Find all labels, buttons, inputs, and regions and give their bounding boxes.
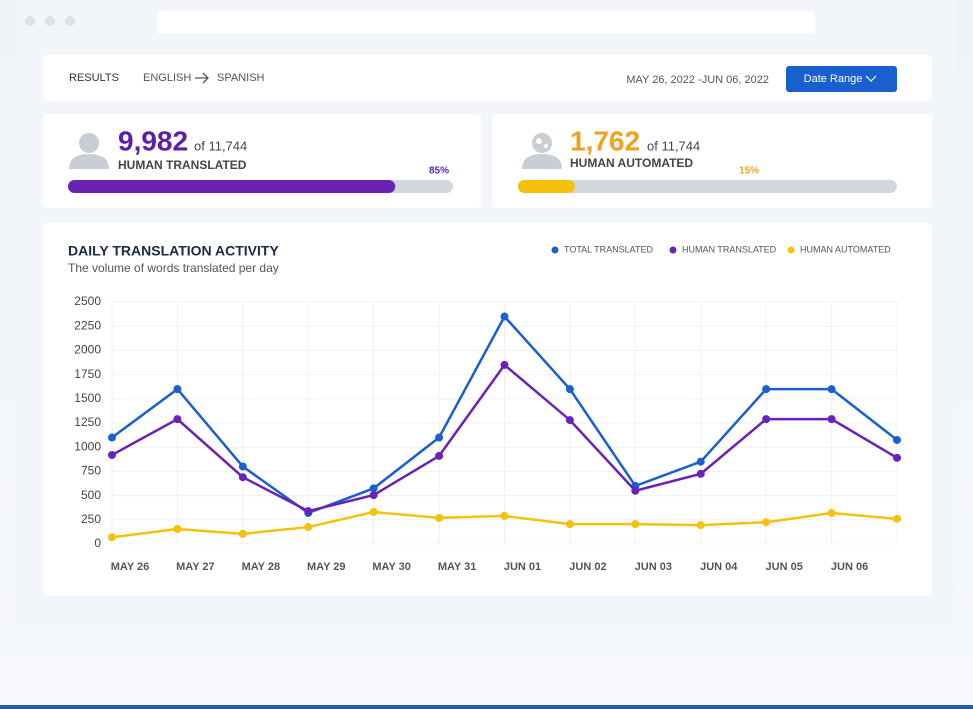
data-point xyxy=(173,415,182,424)
x-tick-label: MAY 27 xyxy=(176,561,215,573)
window-dot xyxy=(45,16,55,26)
arrow-icon xyxy=(195,72,209,84)
data-point xyxy=(369,484,378,493)
data-point xyxy=(173,524,182,533)
stat-label: HUMAN TRANSLATED xyxy=(118,158,247,172)
data-point xyxy=(108,450,116,459)
data-point xyxy=(238,473,247,482)
x-tick-label: MAY 30 xyxy=(372,561,411,573)
y-tick-label: 1250 xyxy=(74,415,101,429)
x-tick-label: JUN 02 xyxy=(569,561,606,573)
date-range-text: MAY 26, 2022 -JUN 06, 2022 xyxy=(626,74,769,86)
data-point xyxy=(696,469,705,478)
stat-total: of 11,744 xyxy=(647,138,700,153)
progress-fill xyxy=(68,180,396,193)
data-point xyxy=(631,486,640,495)
data-point xyxy=(173,385,182,394)
x-tick-label: JUN 06 xyxy=(831,561,868,573)
data-point xyxy=(304,523,313,532)
stat-percent: 85% xyxy=(429,166,449,177)
x-tick-label: MAY 31 xyxy=(438,561,477,573)
data-point xyxy=(762,415,771,424)
person-icon xyxy=(69,133,109,169)
data-point xyxy=(369,491,378,500)
y-tick-label: 2500 xyxy=(74,294,101,308)
address-bar xyxy=(157,11,815,34)
chart-subtitle: The volume of words translated per day xyxy=(68,261,279,275)
data-point xyxy=(369,508,378,517)
x-tick-label: MAY 26 xyxy=(111,561,150,573)
data-point xyxy=(565,416,574,425)
data-point xyxy=(108,533,116,542)
data-point xyxy=(893,435,901,444)
data-point xyxy=(500,360,509,369)
data-point xyxy=(827,509,836,518)
legend-marker xyxy=(551,246,559,254)
data-point xyxy=(893,514,901,523)
data-point xyxy=(631,520,640,529)
data-point xyxy=(500,312,509,321)
data-point xyxy=(500,511,509,520)
y-tick-label: 1750 xyxy=(74,367,101,381)
x-tick-label: JUN 01 xyxy=(504,561,541,573)
data-point xyxy=(238,462,247,471)
window-dot xyxy=(25,16,35,26)
stat-total: of 11,744 xyxy=(194,138,247,153)
data-point xyxy=(435,451,444,460)
y-tick-label: 1000 xyxy=(74,439,101,453)
legend-label: TOTAL TRANSLATED xyxy=(564,244,654,254)
window-dot xyxy=(65,16,75,26)
date-range-button-label[interactable]: Date Range xyxy=(804,73,863,85)
data-point xyxy=(762,518,771,527)
y-tick-label: 250 xyxy=(81,512,101,526)
data-point xyxy=(435,513,444,522)
x-tick-label: JUN 04 xyxy=(700,561,738,573)
results-label: RESULTS xyxy=(69,72,119,84)
data-point xyxy=(762,385,771,394)
chart-title: DAILY TRANSLATION ACTIVITY xyxy=(68,243,279,259)
y-tick-label: 1500 xyxy=(74,391,101,405)
y-tick-label: 2000 xyxy=(74,343,101,357)
x-tick-label: MAY 28 xyxy=(242,561,281,573)
legend-marker xyxy=(787,246,795,254)
data-point xyxy=(827,415,836,424)
x-tick-label: JUN 03 xyxy=(635,561,672,573)
y-tick-label: 0 xyxy=(94,536,101,550)
progress-track xyxy=(518,180,897,193)
legend-label: HUMAN AUTOMATED xyxy=(800,244,891,254)
data-point xyxy=(696,521,705,530)
data-point xyxy=(893,453,901,462)
legend-marker xyxy=(669,246,677,254)
data-point xyxy=(238,529,247,538)
data-point xyxy=(565,385,574,394)
stat-label: HUMAN AUTOMATED xyxy=(570,156,693,170)
progress-fill xyxy=(518,180,575,193)
data-point xyxy=(565,520,574,529)
target-language: SPANISH xyxy=(217,72,265,84)
top-bar xyxy=(43,55,932,101)
stat-value: 9,982 xyxy=(118,125,188,156)
data-point xyxy=(435,433,444,442)
legend-label: HUMAN TRANSLATED xyxy=(682,244,777,254)
y-tick-label: 750 xyxy=(81,464,101,478)
x-tick-label: JUN 05 xyxy=(766,561,803,573)
x-tick-label: MAY 29 xyxy=(307,561,346,573)
data-point xyxy=(304,507,313,516)
chevron-icon[interactable] xyxy=(865,75,877,82)
robot-icon xyxy=(522,133,562,169)
data-point xyxy=(827,385,836,394)
stat-card xyxy=(43,114,481,208)
chart-card xyxy=(43,223,932,596)
bottom-line xyxy=(0,705,973,709)
data-point xyxy=(696,457,705,466)
stat-value: 1,762 xyxy=(570,125,640,156)
data-point xyxy=(108,433,116,442)
y-tick-label: 500 xyxy=(81,488,101,502)
source-language: ENGLISH xyxy=(143,72,191,84)
stat-percent: 15% xyxy=(739,166,759,177)
y-tick-label: 2250 xyxy=(74,318,101,332)
date-range-button[interactable] xyxy=(786,66,897,92)
